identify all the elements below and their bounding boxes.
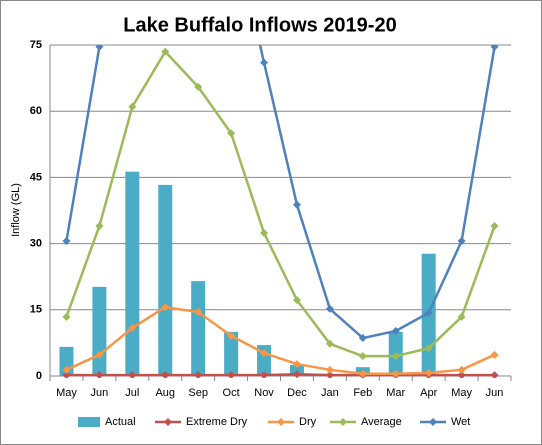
y-axis-label: Inflow (GL): [10, 183, 22, 237]
x-tick-label: Dec: [287, 387, 307, 399]
marker: [62, 312, 71, 321]
x-tick-label: Aug: [155, 387, 175, 399]
marker: [358, 352, 367, 361]
bar: [191, 281, 206, 376]
marker: [95, 221, 104, 230]
y-tick-label: 45: [30, 171, 42, 183]
line: [65, 49, 496, 358]
y-tick-label: 75: [30, 39, 42, 51]
marker: [391, 326, 400, 335]
marker: [128, 102, 137, 111]
x-tick-label: Jan: [321, 387, 339, 399]
line: [66, 372, 495, 377]
marker: [194, 371, 203, 378]
marker: [490, 221, 499, 230]
legend-marker: [277, 418, 285, 426]
bar: [158, 184, 173, 376]
marker: [161, 371, 170, 378]
chart-title: Lake Buffalo Inflows 2019-20: [123, 14, 396, 36]
marker: [292, 200, 301, 209]
marker: [194, 82, 203, 91]
plot-area: [59, 45, 499, 378]
marker: [62, 371, 71, 378]
marker: [391, 369, 400, 378]
marker: [325, 339, 334, 348]
bar: [92, 286, 107, 376]
marker: [194, 308, 203, 317]
x-tick-label: Jul: [125, 387, 139, 399]
marker: [325, 371, 334, 378]
bar: [224, 331, 239, 376]
marker: [490, 350, 499, 359]
marker: [292, 296, 301, 305]
x-tick-label: May: [451, 387, 472, 399]
marker: [260, 58, 269, 67]
x-tick-label: Sep: [188, 387, 208, 399]
marker: [424, 308, 433, 317]
x-tick-label: Oct: [223, 387, 240, 399]
y-tick-label: 30: [30, 238, 42, 250]
marker: [260, 229, 269, 238]
marker: [161, 47, 170, 56]
x-tick-label: Mar: [386, 387, 405, 399]
legend-label: Extreme Dry: [186, 416, 248, 428]
marker: [260, 371, 269, 378]
legend-swatch: [78, 417, 100, 427]
x-tick-label: Jun: [91, 387, 109, 399]
marker: [128, 371, 137, 378]
marker: [457, 371, 466, 378]
x-tick-label: Feb: [353, 387, 372, 399]
x-tick-label: May: [56, 387, 77, 399]
marker: [424, 344, 433, 353]
marker: [325, 304, 334, 313]
marker: [490, 371, 499, 378]
marker: [391, 352, 400, 361]
marker: [62, 365, 71, 374]
y-tick-label: 0: [36, 370, 42, 382]
marker: [95, 371, 104, 378]
legend-label: Dry: [299, 416, 317, 428]
legend-marker: [164, 418, 172, 426]
marker: [95, 45, 104, 51]
marker: [292, 360, 301, 369]
marker: [490, 45, 499, 51]
marker: [358, 369, 367, 378]
legend-label: Wet: [451, 416, 470, 428]
x-tick-label: Nov: [254, 387, 274, 399]
bar: [125, 171, 140, 376]
marker: [457, 312, 466, 321]
marker: [457, 365, 466, 374]
legend-marker: [429, 418, 437, 426]
y-tick-label: 60: [30, 105, 42, 117]
marker: [292, 370, 301, 378]
marker: [227, 331, 236, 340]
marker: [457, 236, 466, 245]
marker: [260, 349, 269, 358]
y-tick-label: 15: [30, 304, 42, 316]
marker: [325, 365, 334, 374]
line: [65, 45, 496, 340]
marker: [128, 323, 137, 332]
marker: [161, 303, 170, 312]
x-tick-label: Apr: [420, 387, 437, 399]
x-tick-label: Jun: [486, 387, 504, 399]
legend-marker: [339, 418, 347, 426]
marker: [358, 334, 367, 343]
marker: [424, 368, 433, 377]
marker: [227, 129, 236, 138]
marker: [227, 371, 236, 378]
legend-label: Average: [361, 416, 402, 428]
marker: [62, 236, 71, 245]
legend-label: Actual: [105, 416, 136, 428]
marker: [95, 350, 104, 359]
line: [65, 305, 496, 376]
